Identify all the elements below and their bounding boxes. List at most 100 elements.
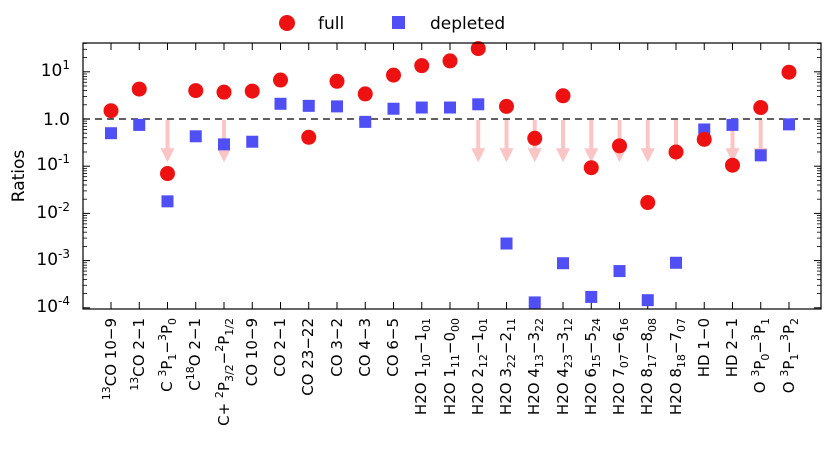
depleted-point	[472, 98, 485, 111]
depleted-point	[500, 237, 513, 250]
ytick-label-0.0001: 10-4	[36, 294, 70, 317]
full-point	[414, 58, 430, 74]
xcat-label-17: H2O 615−524	[582, 318, 603, 415]
full-series	[103, 41, 797, 211]
axis-ticks	[83, 42, 821, 309]
depleted-series	[105, 97, 795, 309]
full-point	[273, 72, 288, 88]
full-point	[781, 64, 797, 80]
full-point	[244, 83, 260, 99]
depleted-point	[698, 123, 711, 136]
xcat-label-2: C 3P1−3P0	[156, 318, 179, 392]
full-point	[357, 86, 373, 102]
y-axis-label: Ratios	[9, 150, 29, 203]
full-point	[612, 138, 627, 154]
limit-arrow-head	[725, 148, 740, 163]
xcat-label-10: CO 6−5	[384, 318, 402, 377]
full-point	[725, 157, 740, 173]
xcat-label-15: H2O 413−322	[525, 318, 546, 415]
depleted-point	[444, 101, 456, 114]
ytick-label-10: 101	[41, 58, 70, 81]
depleted-point	[274, 97, 287, 110]
full-point	[555, 88, 571, 104]
full-point	[160, 166, 175, 182]
xcat-label-22: HD 2−1	[723, 318, 741, 377]
legend-full-marker	[279, 15, 295, 31]
full-point	[329, 73, 345, 89]
limit-arrow-head	[584, 148, 599, 163]
depleted-point	[754, 149, 767, 162]
xcat-label-7: CO 23−22	[299, 318, 317, 396]
xcat-label-4: C+ 2P3/2−2P1/2	[213, 318, 236, 426]
depleted-point	[246, 135, 259, 148]
xcat-label-1: 13CO 2−1	[128, 318, 148, 391]
limit-arrow-head	[527, 148, 542, 163]
xcat-label-12: H2O 111−000	[441, 318, 462, 415]
depleted-point	[105, 127, 117, 140]
limit-arrow-head	[556, 148, 570, 163]
legend-full-label: full	[318, 14, 344, 34]
depleted-point	[331, 100, 343, 113]
full-point	[668, 144, 684, 160]
full-point	[499, 98, 514, 114]
full-point	[583, 160, 599, 176]
upper-limit-arrows	[160, 120, 768, 163]
depleted-point	[726, 118, 739, 131]
depleted-point	[783, 118, 795, 131]
depleted-point	[302, 99, 315, 112]
depleted-point	[218, 138, 230, 151]
xcat-label-8: CO 3−2	[328, 318, 346, 377]
ytick-label-0.001: 10-3	[36, 247, 70, 270]
full-point	[527, 130, 543, 146]
xcat-label-21: HD 1−0	[695, 318, 713, 377]
limit-arrow-head	[471, 148, 486, 163]
depleted-point	[670, 256, 682, 269]
depleted-point	[387, 102, 400, 115]
depleted-point	[613, 265, 626, 278]
xcat-label-20: H2O 818−707	[667, 318, 688, 415]
depleted-point	[161, 195, 174, 208]
xcat-label-18: H2O 707−616	[610, 318, 631, 415]
y-tick-labels: 101 1.0 10-1 10-2 10-3 10-4	[36, 58, 70, 317]
ytick-label-0.1: 10-1	[36, 152, 70, 175]
xcat-label-19: H2O 817−808	[638, 318, 659, 415]
limit-arrow-head	[217, 148, 231, 163]
limit-arrow-head	[160, 148, 175, 163]
xcat-label-5: CO 10−9	[243, 318, 261, 386]
xcat-label-6: CO 2−1	[271, 318, 289, 377]
xcat-label-16: H2O 423−312	[554, 318, 575, 415]
full-point	[131, 81, 147, 97]
full-point	[640, 195, 656, 211]
full-point	[103, 103, 119, 119]
full-point	[696, 131, 712, 147]
depleted-point	[415, 101, 428, 114]
legend-depleted-marker	[392, 16, 405, 29]
limit-arrow-head	[640, 148, 655, 163]
full-point	[301, 129, 317, 145]
depleted-point	[189, 130, 202, 143]
xcat-label-13: H2O 212−101	[469, 318, 490, 415]
ytick-label-1: 1.0	[43, 110, 70, 130]
plot-frame	[82, 42, 822, 310]
xcat-label-3: C18O 2−1	[184, 318, 204, 391]
xcat-label-24: O 3P1−3P2	[778, 318, 801, 393]
full-point	[470, 41, 486, 57]
legend: full depleted	[279, 14, 505, 34]
full-point	[216, 84, 232, 100]
xcat-label-14: H2O 322−211	[497, 318, 518, 415]
full-point	[753, 100, 769, 116]
xcat-label-9: CO 4−3	[356, 318, 374, 377]
full-point	[188, 83, 204, 99]
depleted-point	[585, 290, 598, 303]
full-point	[442, 53, 458, 69]
full-point	[386, 67, 401, 83]
depleted-point	[359, 115, 372, 128]
depleted-point	[641, 294, 654, 307]
xcat-label-0: 13CO 10−9	[100, 318, 120, 400]
depleted-point	[133, 118, 146, 131]
x-category-labels: 13CO 10−9 13CO 2−1 C 3P1−3P0 C18O 2−1 C+…	[100, 318, 801, 426]
ytick-label-0.01: 10-2	[36, 200, 70, 223]
xcat-label-23: O 3P0−3P1	[749, 318, 772, 393]
xcat-label-11: H2O 110−101	[412, 318, 433, 415]
